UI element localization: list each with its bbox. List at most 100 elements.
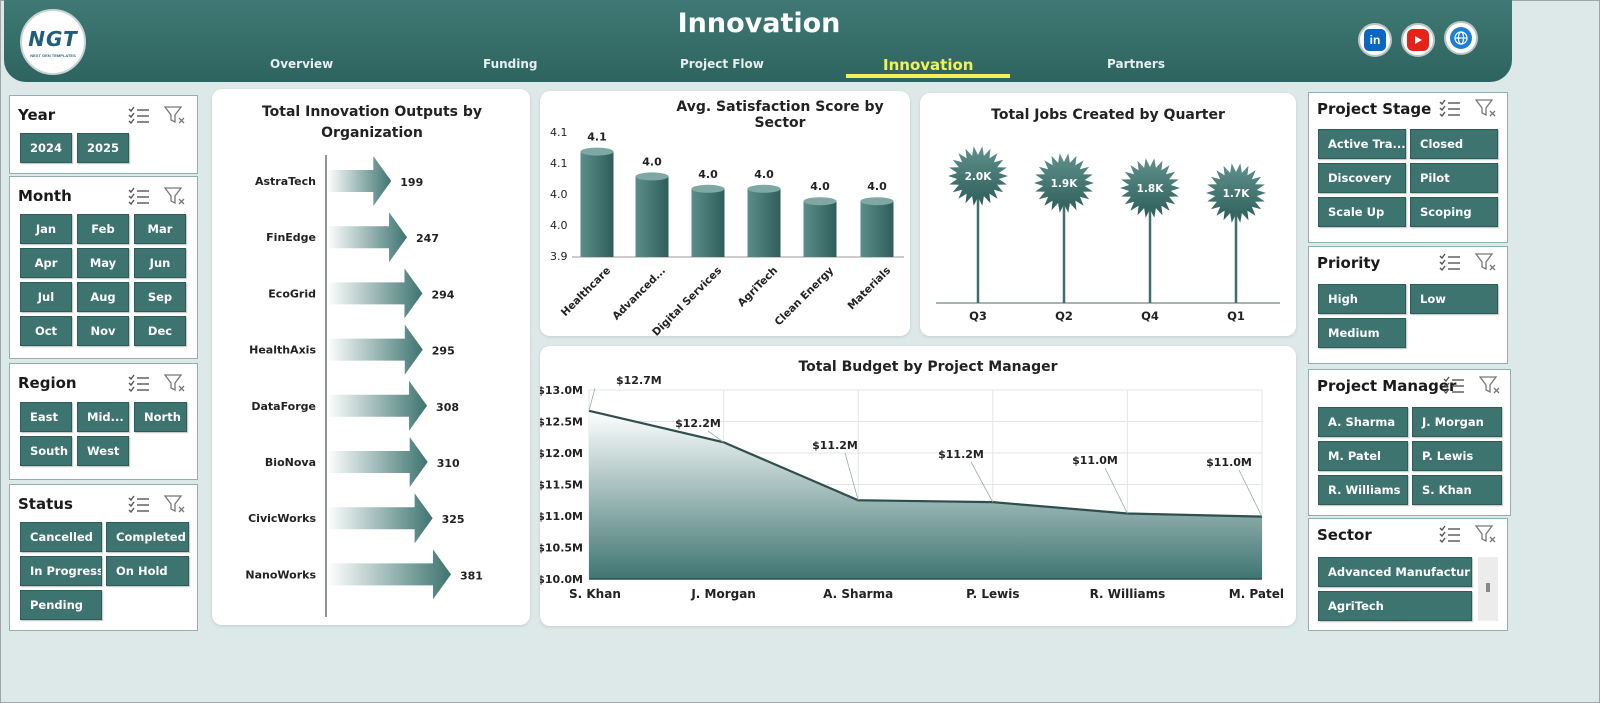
data-label: 4.0 (698, 168, 718, 181)
bar (580, 151, 614, 257)
data-label: 308 (436, 401, 459, 414)
region-option[interactable]: Mid... (77, 402, 129, 432)
month-option[interactable]: Jan (20, 214, 72, 244)
project-stage-option[interactable]: Closed (1410, 129, 1498, 159)
multi-select-icon[interactable] (128, 374, 150, 392)
clear-filter-icon[interactable] (1475, 253, 1497, 271)
jobs-chart: 2.0K Q3 1.9K Q2 1.8K Q4 1.7K Q1 (936, 146, 1280, 323)
project-manager-option[interactable]: S. Khan (1412, 475, 1502, 505)
clear-filter-icon[interactable] (1479, 376, 1501, 394)
category-label: Clean Energy (773, 265, 837, 329)
tab-funding[interactable]: Funding (483, 57, 538, 71)
y-tick-label: $10.5M (540, 542, 583, 555)
data-label: 295 (432, 345, 455, 358)
data-label: $11.0M (1072, 454, 1118, 467)
status-option[interactable]: Cancelled (20, 522, 102, 552)
clear-filter-icon[interactable] (164, 495, 186, 513)
year-option[interactable]: 2024 (20, 133, 72, 163)
region-option[interactable]: North (134, 402, 187, 432)
tab-partners[interactable]: Partners (1107, 57, 1165, 71)
clear-filter-icon[interactable] (1475, 525, 1497, 543)
project-stage-option[interactable]: Discovery (1318, 163, 1406, 193)
category-label: Materials (845, 265, 893, 313)
y-tick-label: $10.0M (540, 573, 583, 586)
youtube-button[interactable] (1401, 23, 1435, 57)
month-option[interactable]: Dec (134, 316, 186, 346)
data-label: $12.2M (675, 417, 721, 430)
category-label: CivicWorks (248, 512, 316, 525)
project-stage-option[interactable]: Scale Up (1318, 197, 1406, 227)
multi-select-icon[interactable] (1443, 376, 1465, 394)
innovation-outputs-card: Total Innovation Outputs by Organization… (212, 89, 530, 625)
project-manager-option[interactable]: M. Patel (1318, 441, 1408, 471)
project-stage-option[interactable]: Scoping (1410, 197, 1498, 227)
project-manager-slicer-title: Project Manager (1317, 377, 1457, 395)
project-manager-option[interactable]: P. Lewis (1412, 441, 1502, 471)
jobs-title: Total Jobs Created by Quarter (991, 107, 1225, 123)
region-option[interactable]: South (20, 436, 72, 466)
y-tick-label: 4.1 (550, 126, 568, 139)
month-option[interactable]: May (77, 248, 129, 278)
status-option[interactable]: On Hold (106, 556, 189, 586)
project-manager-option[interactable]: J. Morgan (1412, 407, 1502, 437)
bar (860, 201, 894, 257)
multi-select-icon[interactable] (1439, 525, 1461, 543)
bar-cap (747, 184, 781, 193)
project-stage-option[interactable]: Pilot (1410, 163, 1498, 193)
project-manager-option[interactable]: R. Williams (1318, 475, 1408, 505)
scrollbar-thumb[interactable] (1486, 583, 1490, 592)
status-option[interactable]: In Progress (20, 556, 102, 586)
month-option[interactable]: Nov (77, 316, 129, 346)
status-option[interactable]: Pending (20, 590, 102, 620)
project-manager-option[interactable]: A. Sharma (1318, 407, 1408, 437)
header-bar: NGT NEXT GEN TEMPLATES Innovation Overvi… (4, 0, 1512, 82)
clear-filter-icon[interactable] (164, 187, 186, 205)
clear-filter-icon[interactable] (164, 106, 186, 124)
tab-overview[interactable]: Overview (270, 57, 334, 71)
month-option[interactable]: Jul (20, 282, 72, 312)
project-stage-option[interactable]: Active Tra... (1318, 129, 1406, 159)
tab-innovation[interactable]: Innovation (883, 56, 974, 74)
priority-option[interactable]: Medium (1318, 318, 1406, 348)
data-label: 1.9K (1051, 178, 1079, 190)
bar-cap (860, 197, 894, 206)
clear-filter-icon[interactable] (164, 374, 186, 392)
month-option[interactable]: Oct (20, 316, 72, 346)
data-label: 310 (437, 457, 460, 470)
bar-cap (580, 147, 614, 156)
category-label: R. Williams (1090, 587, 1166, 601)
satisfaction-title: Avg. Satisfaction Score by Sector (676, 99, 884, 131)
status-option[interactable]: Completed (106, 522, 189, 552)
month-option[interactable]: Feb (77, 214, 129, 244)
month-option[interactable]: Aug (77, 282, 129, 312)
sector-option[interactable]: Advanced Manufacturing (1318, 557, 1472, 587)
bar (803, 201, 837, 257)
region-option[interactable]: East (20, 402, 72, 432)
month-option[interactable]: Sep (134, 282, 186, 312)
page-title: Innovation (677, 8, 841, 39)
website-button[interactable] (1444, 21, 1478, 55)
category-label: NanoWorks (245, 568, 316, 581)
year-option[interactable]: 2025 (77, 133, 129, 163)
region-option[interactable]: West (77, 436, 129, 466)
multi-select-icon[interactable] (1439, 253, 1461, 271)
priority-option[interactable]: Low (1410, 284, 1498, 314)
multi-select-icon[interactable] (1439, 99, 1461, 117)
category-label: Advanced... (610, 265, 668, 323)
month-option[interactable]: Mar (134, 214, 186, 244)
globe-icon (1450, 27, 1472, 49)
sector-scrollbar[interactable] (1478, 557, 1498, 621)
month-option[interactable]: Jun (134, 248, 186, 278)
multi-select-icon[interactable] (128, 495, 150, 513)
priority-option[interactable]: High (1318, 284, 1406, 314)
month-slicer-title: Month (18, 187, 72, 205)
month-option[interactable]: Apr (20, 248, 72, 278)
clear-filter-icon[interactable] (1475, 99, 1497, 117)
multi-select-icon[interactable] (128, 187, 150, 205)
linkedin-button[interactable]: in (1358, 23, 1392, 57)
tab-project-flow[interactable]: Project Flow (680, 57, 764, 71)
priority-slicer-title: Priority (1317, 254, 1381, 272)
jobs-card: Total Jobs Created by Quarter 2.0K Q3 1.9K… (920, 93, 1296, 336)
sector-option[interactable]: AgriTech (1318, 591, 1472, 621)
multi-select-icon[interactable] (128, 106, 150, 124)
